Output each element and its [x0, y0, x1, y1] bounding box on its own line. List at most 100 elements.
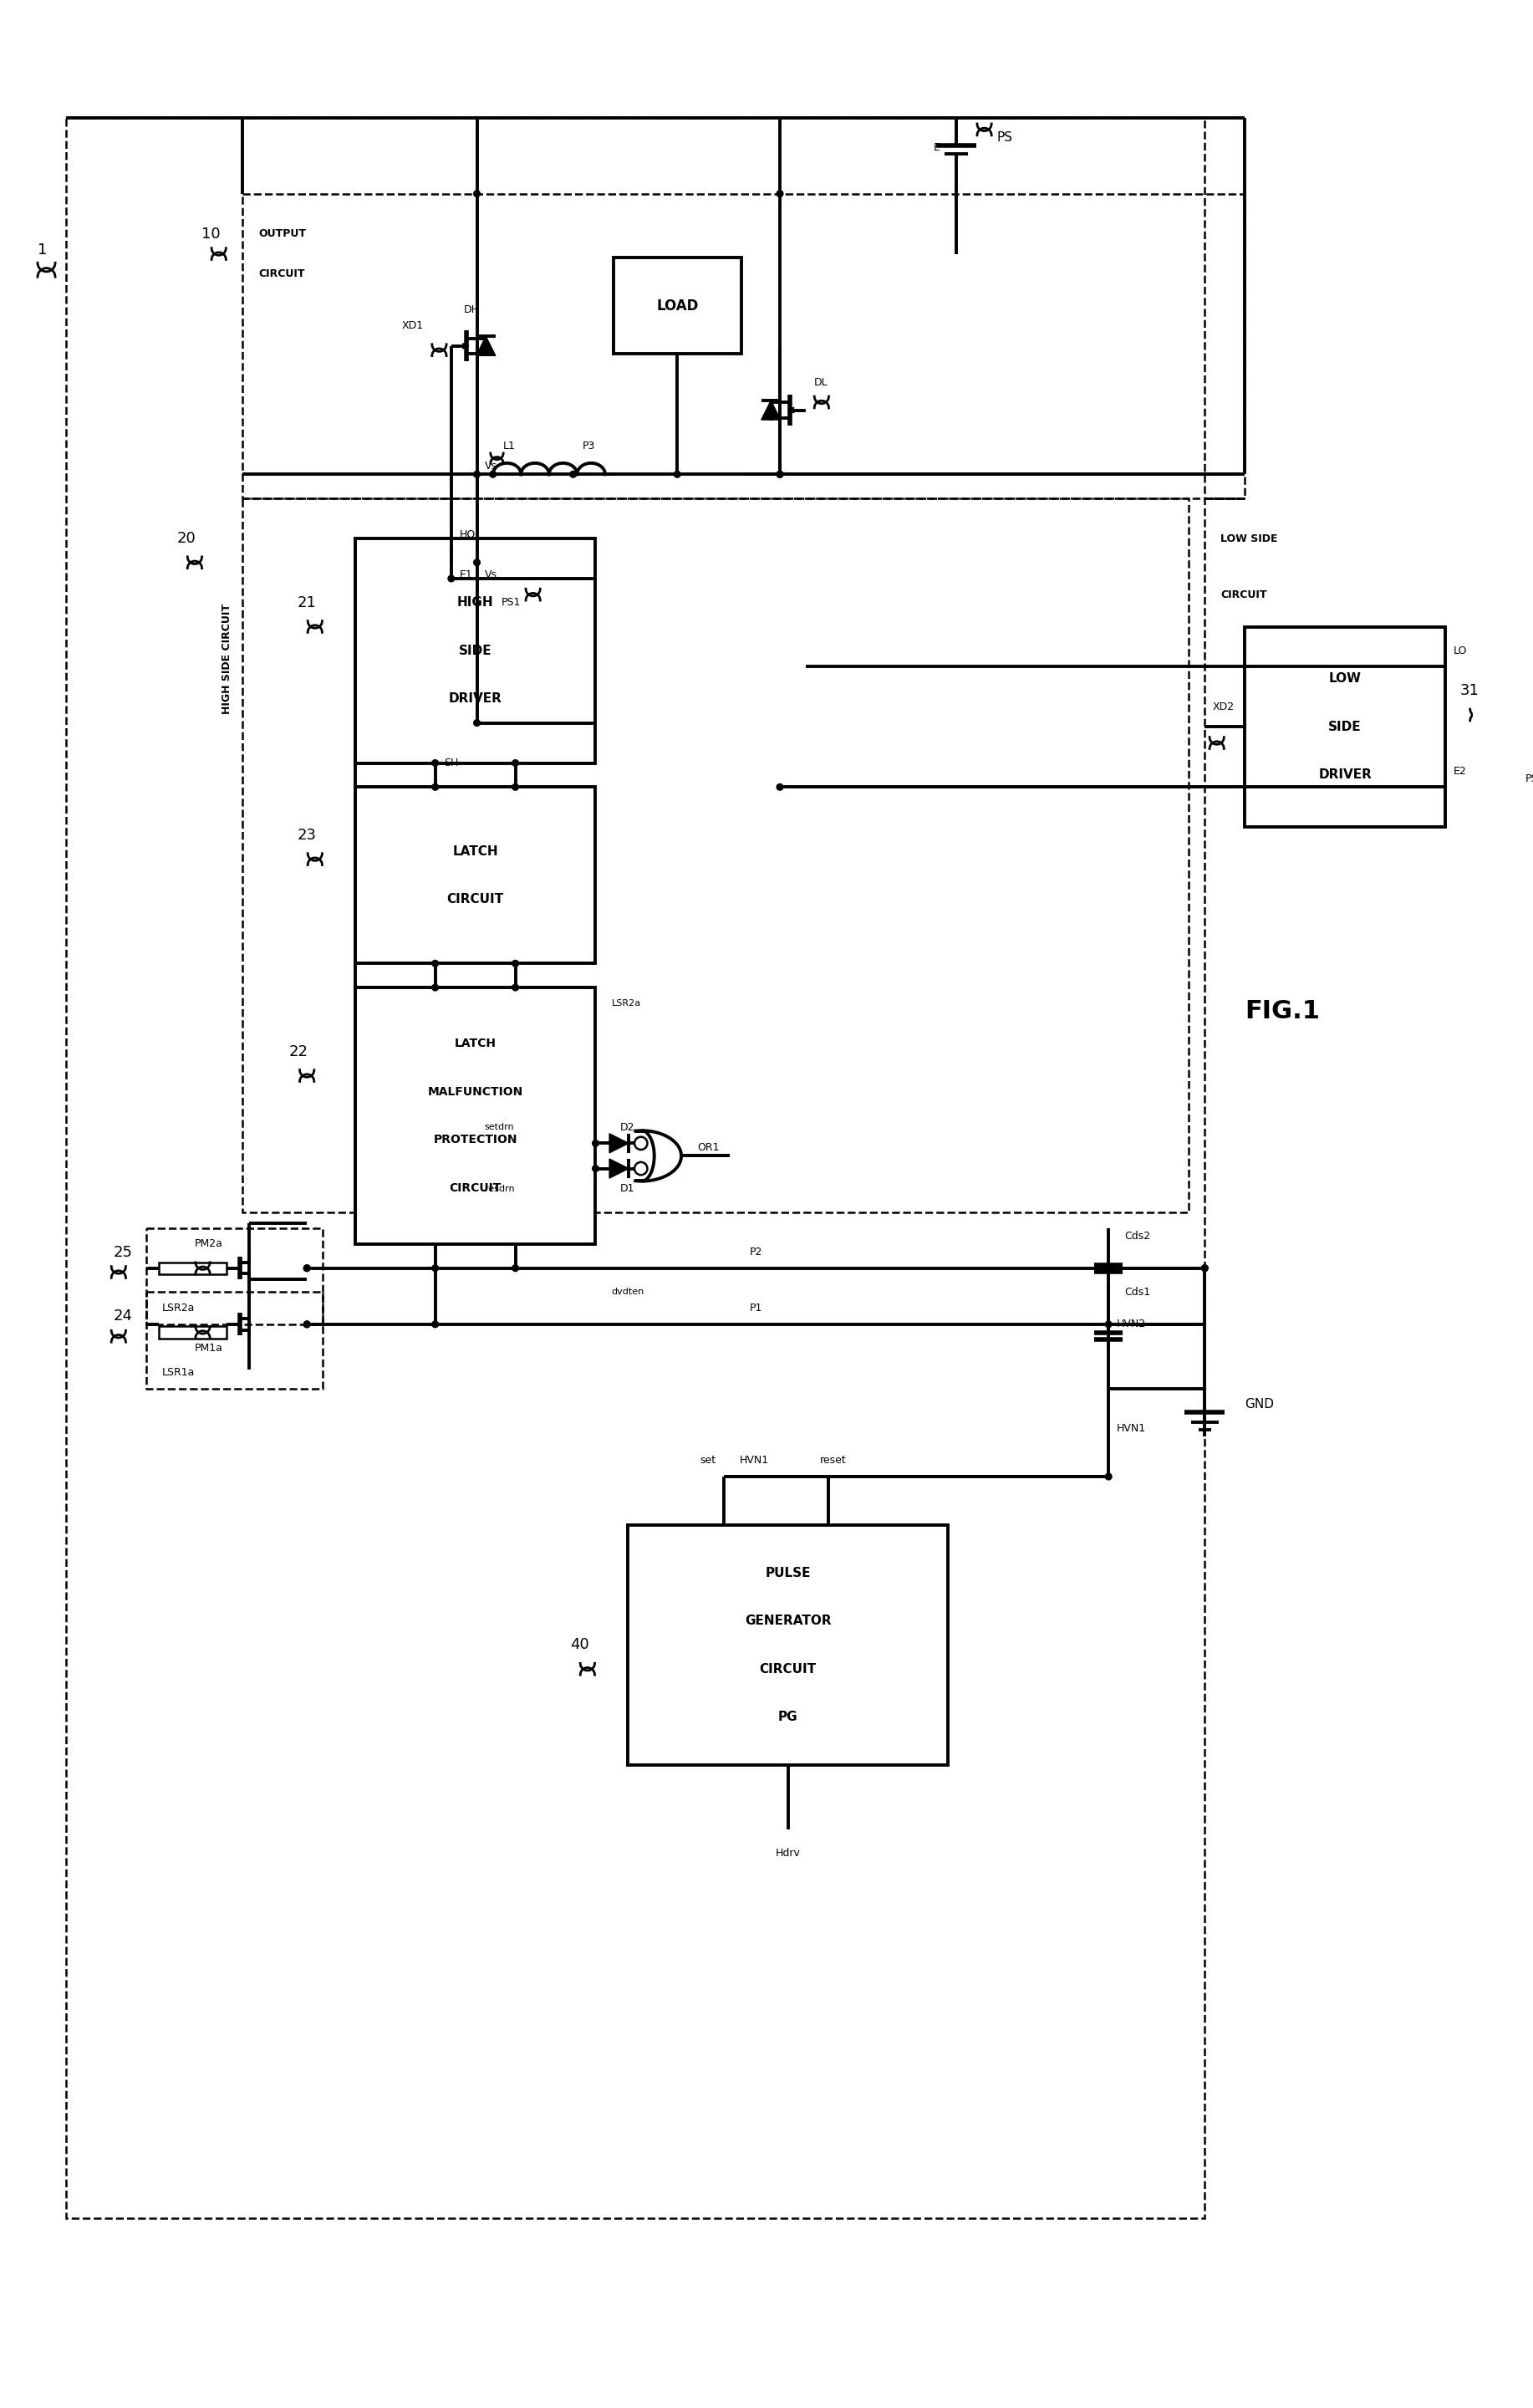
Text: 40: 40 [570, 1637, 589, 1652]
Text: GND: GND [1245, 1399, 1274, 1411]
Text: SH: SH [445, 759, 458, 768]
Text: MALFUNCTION: MALFUNCTION [428, 1086, 523, 1098]
Text: LOAD: LOAD [656, 299, 699, 313]
Text: PROTECTION: PROTECTION [434, 1134, 517, 1146]
Bar [356, 787, 595, 963]
Bar [1245, 626, 1446, 826]
Bar [158, 1327, 227, 1339]
Circle shape [432, 761, 438, 766]
Polygon shape [477, 337, 495, 356]
Circle shape [432, 1322, 438, 1327]
Text: P2: P2 [750, 1247, 762, 1257]
Bar [627, 1524, 949, 1765]
Text: reset: reset [820, 1454, 846, 1466]
Text: LATCH: LATCH [454, 1038, 497, 1050]
Circle shape [1105, 1474, 1111, 1481]
Circle shape [474, 720, 480, 727]
Text: DL: DL [814, 376, 828, 388]
Text: E2: E2 [1453, 766, 1467, 775]
Text: DRIVER: DRIVER [1318, 768, 1372, 780]
Text: P1: P1 [750, 1303, 762, 1315]
Bar [158, 1262, 227, 1274]
Circle shape [512, 1264, 518, 1271]
Circle shape [304, 1322, 310, 1327]
Text: LO: LO [1453, 645, 1467, 655]
Circle shape [1202, 1264, 1208, 1271]
Text: HO: HO [460, 530, 475, 539]
Circle shape [570, 472, 576, 477]
Circle shape [512, 761, 518, 766]
Circle shape [304, 1264, 310, 1271]
Text: CIRCUIT: CIRCUIT [759, 1664, 817, 1676]
Circle shape [304, 1322, 310, 1327]
Text: LATCH: LATCH [452, 845, 498, 857]
Circle shape [432, 785, 438, 790]
Circle shape [304, 1264, 310, 1271]
Text: 20: 20 [178, 530, 196, 547]
Bar [356, 539, 595, 763]
Bar [147, 1293, 323, 1389]
Text: Vs: Vs [484, 460, 497, 472]
Circle shape [512, 985, 518, 990]
Text: 25: 25 [113, 1245, 132, 1259]
Text: PS2: PS2 [1525, 773, 1533, 785]
Text: DRIVER: DRIVER [449, 694, 501, 706]
Circle shape [512, 961, 518, 966]
Circle shape [1202, 1264, 1208, 1271]
Bar [356, 987, 595, 1245]
Text: 10: 10 [201, 226, 221, 241]
Text: LOW: LOW [1329, 672, 1361, 684]
Text: CIRCUIT: CIRCUIT [446, 893, 504, 905]
Circle shape [512, 785, 518, 790]
Text: XD2: XD2 [1213, 701, 1234, 713]
Circle shape [432, 1264, 438, 1271]
Circle shape [777, 472, 783, 477]
Text: OR1: OR1 [698, 1141, 719, 1153]
Text: HVN1: HVN1 [1116, 1423, 1147, 1433]
Text: XD1: XD1 [402, 320, 423, 332]
Text: LSR2a: LSR2a [612, 999, 641, 1007]
Circle shape [474, 190, 480, 197]
Polygon shape [610, 1134, 629, 1153]
Text: 31: 31 [1459, 684, 1479, 698]
Circle shape [1105, 1264, 1111, 1271]
Circle shape [777, 190, 783, 197]
Text: HVN2: HVN2 [1116, 1320, 1147, 1329]
Circle shape [489, 472, 497, 477]
Text: Cds2: Cds2 [1125, 1230, 1151, 1243]
Bar [242, 498, 1188, 1211]
Text: resdrn: resdrn [484, 1185, 514, 1192]
Text: 21: 21 [297, 595, 316, 609]
Circle shape [474, 472, 480, 477]
Text: CIRCUIT: CIRCUIT [449, 1182, 501, 1194]
Text: E: E [934, 142, 940, 154]
Text: FIG.1: FIG.1 [1245, 999, 1320, 1023]
Text: HIGH: HIGH [457, 597, 494, 609]
Text: 22: 22 [290, 1045, 308, 1060]
Text: PM2a: PM2a [195, 1238, 222, 1250]
Text: LSR1a: LSR1a [162, 1368, 195, 1377]
Text: HVN1: HVN1 [740, 1454, 770, 1466]
Circle shape [448, 576, 454, 583]
Circle shape [474, 559, 480, 566]
Text: GENERATOR: GENERATOR [745, 1616, 831, 1628]
Text: E1: E1 [460, 568, 472, 580]
Text: Hdrv: Hdrv [776, 1847, 800, 1859]
Text: D2: D2 [621, 1122, 635, 1132]
Circle shape [592, 1165, 599, 1173]
Text: 1: 1 [38, 243, 48, 258]
Text: Vs: Vs [484, 568, 497, 580]
Text: setdrn: setdrn [484, 1122, 514, 1132]
Polygon shape [610, 1158, 629, 1178]
Bar [66, 118, 1205, 2218]
Circle shape [675, 472, 681, 477]
Text: PS: PS [996, 132, 1012, 144]
Text: PULSE: PULSE [765, 1568, 811, 1580]
Bar [147, 1228, 323, 1324]
Text: LSR2a: LSR2a [162, 1303, 195, 1315]
Text: LOW SIDE: LOW SIDE [1220, 532, 1279, 544]
Circle shape [432, 985, 438, 990]
Circle shape [777, 785, 783, 790]
Text: P3: P3 [583, 441, 595, 453]
Bar [242, 193, 1245, 498]
